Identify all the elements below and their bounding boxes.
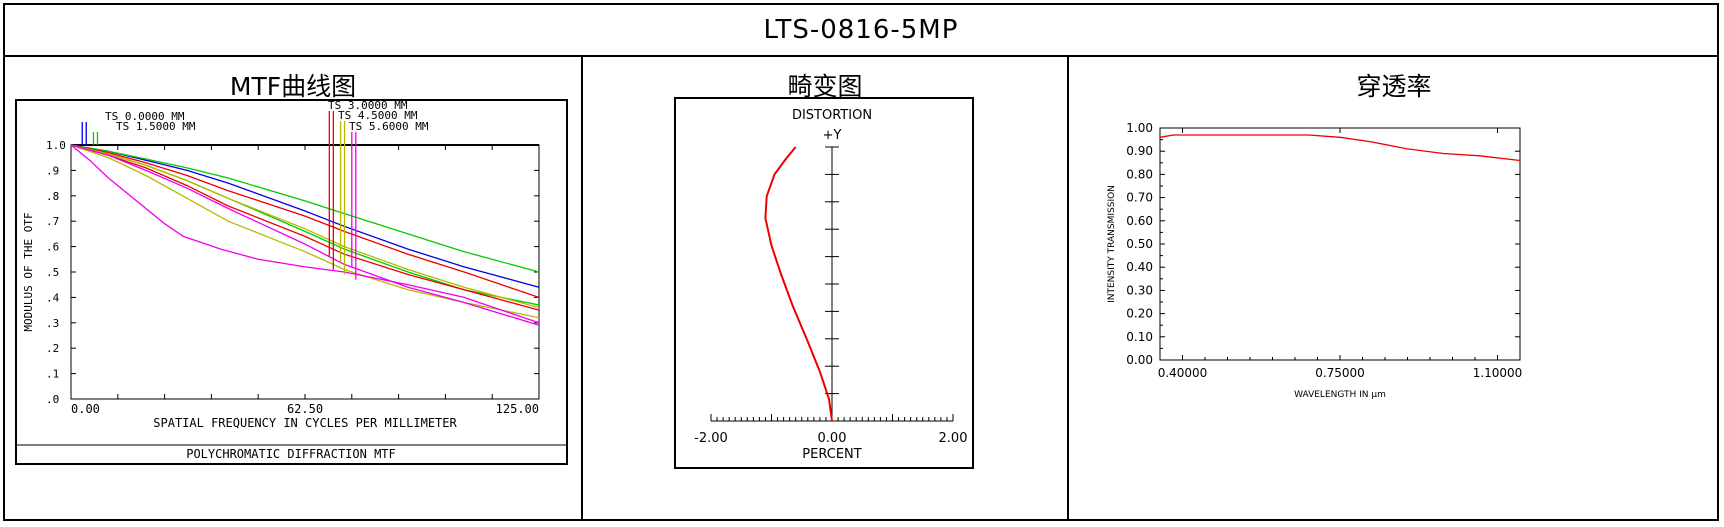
mtf-y-tick-label: .9 bbox=[46, 164, 59, 177]
transmission-y-tick-label: 0.10 bbox=[1126, 330, 1153, 344]
mtf-x-axis-label: SPATIAL FREQUENCY IN CYCLES PER MILLIMET… bbox=[153, 416, 457, 430]
distortion-frame bbox=[674, 97, 974, 469]
transmission-y-tick-label: 0.70 bbox=[1126, 191, 1153, 205]
mtf-series-line bbox=[70, 144, 540, 326]
mtf-series-line bbox=[70, 144, 540, 324]
mtf-y-tick-label: .1 bbox=[46, 368, 59, 381]
transmission-y-tick-label: 0.90 bbox=[1126, 144, 1153, 158]
transmission-x-tick-label: 0.40000 bbox=[1158, 366, 1208, 380]
mtf-y-tick-label: .0 bbox=[46, 393, 59, 406]
mtf-series-line bbox=[70, 144, 540, 299]
transmission-chart: INTENSITY TRANSMISSION WAVELENGTH IN μm … bbox=[1107, 121, 1523, 400]
mtf-x-tick-label: 62.50 bbox=[287, 402, 323, 416]
mtf-y-axis-label: MODULUS OF THE OTF bbox=[22, 212, 35, 331]
transmission-y-tick-label: 0.20 bbox=[1126, 307, 1153, 321]
transmission-y-tick-label: 0.30 bbox=[1126, 283, 1153, 297]
distortion-x-axis-label: PERCENT bbox=[802, 447, 861, 462]
distortion-x-tick-label: 0.00 bbox=[818, 431, 847, 446]
mtf-y-tick-label: .7 bbox=[46, 215, 59, 228]
distortion-axis-top-label: +Y bbox=[823, 128, 842, 143]
mtf-series-line bbox=[70, 144, 540, 311]
mtf-series-line bbox=[70, 144, 540, 273]
transmission-y-tick-label: 0.60 bbox=[1126, 214, 1153, 228]
mtf-series-line bbox=[70, 144, 540, 309]
mtf-chart: MODULUS OF THE OTF MODULUS OF THE OTF SP… bbox=[15, 99, 568, 465]
mtf-panel-title: MTF曲线图 bbox=[229, 72, 357, 101]
transmission-curve bbox=[1159, 134, 1521, 162]
transmission-y-tick-label: 0.40 bbox=[1126, 260, 1153, 274]
transmission-y-tick-label: 1.00 bbox=[1126, 121, 1153, 135]
mtf-y-tick-label: .5 bbox=[46, 266, 59, 279]
distortion-chart: DISTORTION +Y PERCENT -2.00 0.00 2.00 bbox=[674, 97, 974, 469]
distortion-x-tick-label: 2.00 bbox=[939, 431, 968, 446]
mtf-y-tick-label: .4 bbox=[46, 291, 60, 304]
transmission-panel-title: 穿透率 bbox=[1356, 72, 1432, 101]
mtf-y-tick-label: 1.0 bbox=[46, 139, 66, 152]
panel-divider bbox=[1067, 57, 1069, 519]
page-frame: LTS-0816-5MP MTF曲线图 畸变图 穿透率 bbox=[3, 3, 1719, 521]
mtf-y-tick-label: .6 bbox=[46, 241, 59, 254]
mtf-y-tick-label: .2 bbox=[46, 342, 59, 355]
mtf-frame bbox=[15, 99, 568, 465]
distortion-x-tick-label: -2.00 bbox=[694, 431, 728, 446]
mtf-legend-label: TS 4.5000 MM bbox=[338, 109, 418, 122]
mtf-y-tick-label: .3 bbox=[46, 317, 59, 330]
distortion-panel-title: 畸变图 bbox=[787, 72, 863, 101]
mtf-y-tick-label: .8 bbox=[46, 190, 59, 203]
distortion-title: DISTORTION bbox=[792, 108, 872, 123]
mtf-legend-label: TS 5.6000 MM bbox=[349, 120, 429, 133]
distortion-curve bbox=[764, 146, 833, 422]
mtf-legend-label: TS 3.0000 MM bbox=[328, 99, 408, 112]
transmission-y-tick-label: 0.00 bbox=[1126, 353, 1153, 367]
mtf-x-tick-label: 125.00 bbox=[496, 402, 539, 416]
transmission-y-axis-label: INTENSITY TRANSMISSION bbox=[1107, 185, 1117, 303]
transmission-x-axis-label: WAVELENGTH IN μm bbox=[1294, 390, 1386, 400]
mtf-series-line bbox=[70, 144, 540, 319]
mtf-chart-title: POLYCHROMATIC DIFFRACTION MTF bbox=[186, 447, 396, 461]
transmission-plot-area bbox=[1159, 127, 1521, 361]
transmission-x-tick-label: 1.10000 bbox=[1473, 366, 1523, 380]
mtf-legend-label: TS 1.5000 MM bbox=[116, 120, 196, 133]
transmission-y-tick-label: 0.50 bbox=[1126, 237, 1153, 251]
mtf-legend-label: TS 0.0000 MM bbox=[105, 110, 185, 123]
panel-divider bbox=[581, 57, 583, 519]
mtf-x-tick-label: 0.00 bbox=[71, 402, 100, 416]
transmission-y-tick-label: 0.80 bbox=[1126, 167, 1153, 181]
transmission-x-tick-label: 0.75000 bbox=[1315, 366, 1365, 380]
page-title-text: LTS-0816-5MP bbox=[763, 15, 959, 45]
page-title: LTS-0816-5MP bbox=[5, 5, 1717, 57]
